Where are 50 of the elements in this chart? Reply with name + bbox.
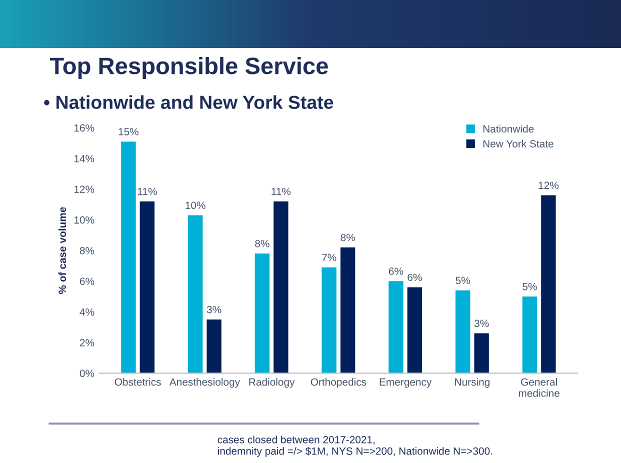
- bar: [474, 333, 489, 374]
- text: cases closed between 2017-2021, indemnity paid =/> $1M, NYS N=>200, Nationwide N=>300.: [218, 436, 492, 457]
- x-tick-label: Obstetrics: [114, 378, 161, 386]
- data-label: 7%: [322, 254, 336, 262]
- legend-label: Nationwide: [483, 124, 534, 133]
- y-tick-label: 2%: [80, 339, 94, 346]
- data-label: 11%: [272, 188, 291, 196]
- bar: [254, 254, 270, 374]
- legend-label: New York State: [483, 140, 554, 148]
- data-label: 5%: [456, 276, 470, 284]
- bar: [407, 287, 422, 374]
- bar: [455, 290, 470, 374]
- y-tick-label: 12%: [74, 186, 94, 193]
- data-label: 6%: [408, 274, 422, 282]
- x-tick-label: Radiology: [249, 378, 295, 388]
- data-label: 11%: [138, 188, 157, 196]
- bar: [121, 142, 136, 374]
- x-tick-label: Emergency: [380, 378, 432, 388]
- bar: [274, 201, 288, 374]
- y-tick-label: 8%: [80, 246, 94, 254]
- data-label: 3%: [474, 320, 489, 328]
- data-label: 8%: [255, 240, 270, 248]
- bar: [388, 281, 404, 374]
- y-tick-label: 10%: [74, 216, 94, 224]
- x-tick-label: Anesthesiology: [169, 378, 240, 388]
- bar: [340, 247, 356, 374]
- bar: [322, 267, 336, 374]
- data-label: 5%: [522, 282, 537, 290]
- y-tick-label: 6%: [80, 278, 94, 286]
- data-label: 10%: [186, 202, 206, 209]
- data-label: 15%: [118, 128, 139, 136]
- bar: [206, 320, 222, 374]
- data-label: 3%: [206, 306, 222, 314]
- data-label: 12%: [538, 182, 558, 190]
- chart-subtitle: • Nationwide and New York State: [44, 95, 334, 109]
- data-label: 8%: [340, 234, 355, 242]
- bar: [140, 201, 155, 374]
- bar: [522, 296, 538, 374]
- bar: [188, 215, 203, 374]
- y-tick-label: 4%: [80, 308, 94, 316]
- y-tick-label: 14%: [74, 155, 94, 162]
- bar: [541, 195, 556, 374]
- y-tick-label: 16%: [74, 124, 94, 132]
- y-axis-title: % of case volume: [58, 207, 66, 294]
- data-label: 6%: [388, 268, 404, 275]
- x-tick-label: Orthopedics: [310, 378, 366, 388]
- chart-title: Top Responsible Service: [50, 56, 328, 79]
- y-tick-label: 0%: [80, 370, 94, 378]
- x-tick-label: General medicine: [518, 378, 560, 397]
- x-tick-label: Nursing: [455, 378, 490, 388]
